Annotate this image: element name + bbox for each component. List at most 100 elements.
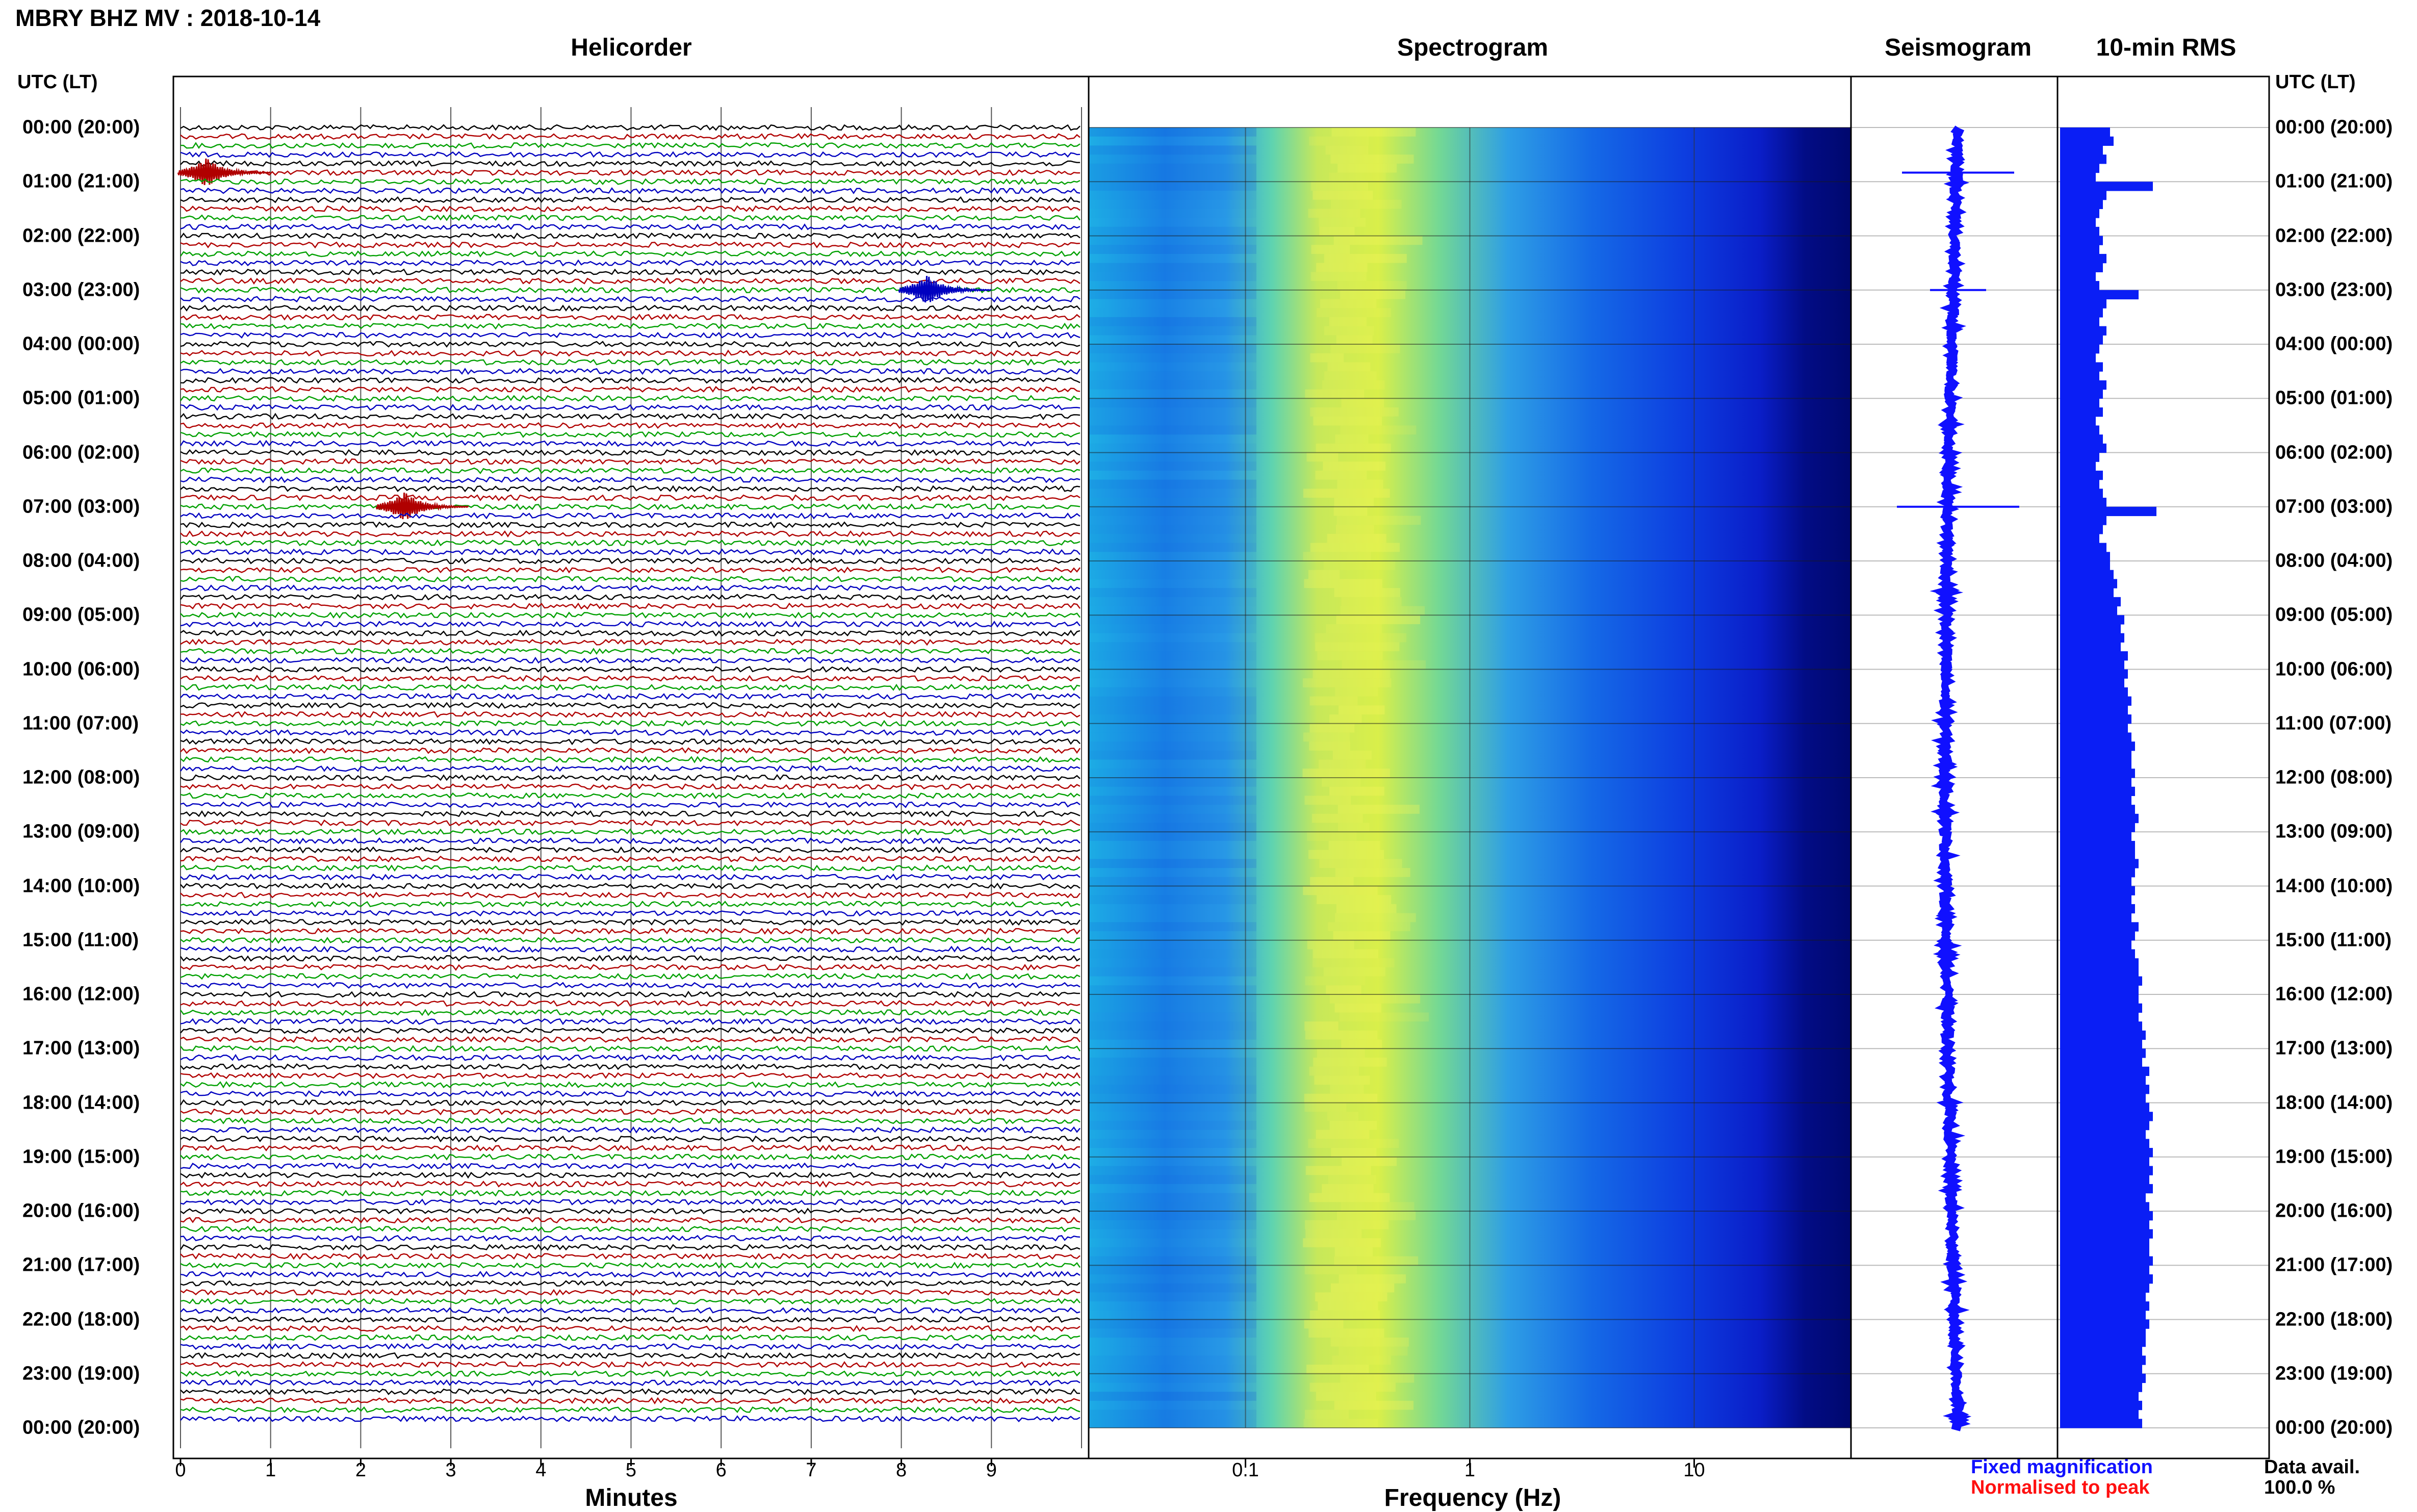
- rms-bar: [2060, 533, 2099, 544]
- spectrogram-row: [1089, 299, 1256, 309]
- time-label-right: 16:00 (12:00): [2275, 983, 2393, 1005]
- spectrogram-row: [1089, 886, 1256, 895]
- spectrogram-row: [1089, 163, 1256, 173]
- time-label-right: 03:00 (23:00): [2275, 279, 2393, 301]
- helicorder-trace: [180, 1316, 1081, 1323]
- helicorder-trace: [180, 1415, 1081, 1422]
- rms-bar: [2060, 209, 2099, 218]
- rms-bar: [2060, 1220, 2149, 1230]
- helicorder-trace: [180, 720, 1081, 727]
- spectrogram-row: [1089, 407, 1256, 417]
- rms-bar: [2060, 462, 2096, 471]
- rms-bar: [2060, 1373, 2146, 1383]
- helicorder-trace: [180, 1379, 1081, 1387]
- helicorder-trace: [180, 1117, 1081, 1124]
- spectrogram-speck: [1328, 840, 1380, 850]
- time-label-left: 09:00 (05:00): [22, 604, 140, 626]
- rms-bar: [2060, 868, 2135, 878]
- spectrogram-row: [1089, 1175, 1256, 1184]
- spectrogram-row: [1089, 308, 1256, 317]
- helicorder-trace: [180, 1235, 1081, 1242]
- spectrogram-row: [1089, 525, 1256, 534]
- helicorder-trace: [180, 358, 1081, 366]
- helicorder-trace: [180, 503, 1081, 510]
- spectrogram-speck: [1323, 462, 1386, 471]
- spectrogram-speck: [1308, 1139, 1399, 1148]
- spectrogram-row: [1089, 1292, 1256, 1302]
- spectrogram-speck: [1339, 1012, 1429, 1022]
- spectrogram-speck: [1331, 199, 1402, 209]
- helicorder-trace: [180, 1027, 1081, 1034]
- time-label-right: 19:00 (15:00): [2275, 1146, 2393, 1168]
- spectrogram-row: [1089, 127, 1256, 137]
- helicorder-trace: [180, 783, 1081, 790]
- rms-bar: [2060, 1410, 2139, 1419]
- helicorder-trace: [180, 440, 1081, 448]
- legend-fixed-magnification: Fixed magnification: [1971, 1456, 2153, 1478]
- spectrogram-speck: [1334, 1003, 1381, 1013]
- helicorder-trace: [180, 1298, 1081, 1305]
- spectrogram-row: [1089, 1093, 1256, 1103]
- rms-bar: [2060, 443, 2106, 453]
- rms-bar: [2060, 642, 2121, 652]
- spectrogram-row: [1089, 1039, 1256, 1049]
- helicorder-trace: [180, 1009, 1081, 1016]
- spectrogram-speck: [1325, 145, 1369, 155]
- spectrogram-speck: [1324, 253, 1407, 263]
- spectrogram-speck: [1307, 940, 1354, 950]
- time-label-right: 17:00 (13:00): [2275, 1037, 2393, 1059]
- spectrogram-speck: [1303, 886, 1378, 895]
- rms-bar: [2060, 1075, 2146, 1085]
- helicorder-trace: [180, 349, 1081, 357]
- helicorder-trace: [180, 259, 1081, 267]
- helicorder-trace: [180, 494, 1081, 501]
- rms-bar: [2060, 615, 2124, 625]
- time-label-right: 15:00 (11:00): [2275, 929, 2392, 951]
- data-availability-label: Data avail.: [2264, 1456, 2360, 1478]
- rms-bar: [2060, 1120, 2149, 1131]
- time-label-left: 07:00 (03:00): [22, 496, 140, 518]
- helicorder-trace: [180, 1153, 1081, 1161]
- rms-bar: [2060, 1021, 2142, 1031]
- spectrogram-row: [1089, 588, 1256, 597]
- spectrogram-speck: [1338, 805, 1420, 814]
- spectrogram-speck: [1304, 1265, 1357, 1274]
- spectrogram-speck: [1334, 1256, 1419, 1266]
- spectrogram-row: [1089, 335, 1256, 344]
- helicorder-trace: [180, 702, 1081, 709]
- legend-normalised-to-peak: Normalised to peak: [1971, 1477, 2150, 1498]
- spectrogram-row: [1089, 1130, 1256, 1139]
- spectrogram-speck: [1303, 1419, 1378, 1428]
- time-label-left: 06:00 (02:00): [22, 442, 140, 463]
- spectrogram-speck: [1334, 498, 1374, 507]
- spectrogram-speck: [1313, 190, 1373, 200]
- spectrogram-row: [1089, 850, 1256, 859]
- rms-bar: [2060, 778, 2131, 787]
- helicorder-trace: [180, 1126, 1081, 1134]
- spectrogram-row: [1089, 958, 1256, 967]
- helicorder-trace: [180, 1397, 1081, 1405]
- helicorder-trace: [180, 801, 1081, 809]
- rms-bar: [2060, 1184, 2153, 1194]
- rms-bar: [2060, 1310, 2146, 1320]
- spectrogram-row: [1089, 362, 1256, 372]
- spectrogram-speck: [1330, 1337, 1409, 1347]
- helicorder-trace: [180, 124, 1081, 131]
- spectrogram-title: Spectrogram: [1397, 34, 1549, 61]
- helicorder-trace: [180, 395, 1080, 402]
- helicorder-trace: [180, 629, 1081, 637]
- time-label-left: 03:00 (23:00): [22, 279, 140, 301]
- helicorder-trace: [180, 1018, 1081, 1025]
- time-label-left: 21:00 (17:00): [22, 1254, 140, 1276]
- rms-bar: [2060, 1039, 2142, 1049]
- spectrogram-row: [1089, 985, 1256, 994]
- helicorder-trace: [180, 864, 1081, 872]
- helicorder-trace: [180, 901, 1081, 908]
- helicorder-trace: [180, 1307, 1081, 1314]
- rms-bar: [2060, 678, 2124, 688]
- spectrogram-speck: [1337, 281, 1407, 290]
- rms-bar: [2060, 786, 2135, 797]
- helicorder-trace: [180, 594, 1081, 601]
- helicorder-trace: [180, 828, 1081, 836]
- spectrogram-row: [1089, 669, 1256, 679]
